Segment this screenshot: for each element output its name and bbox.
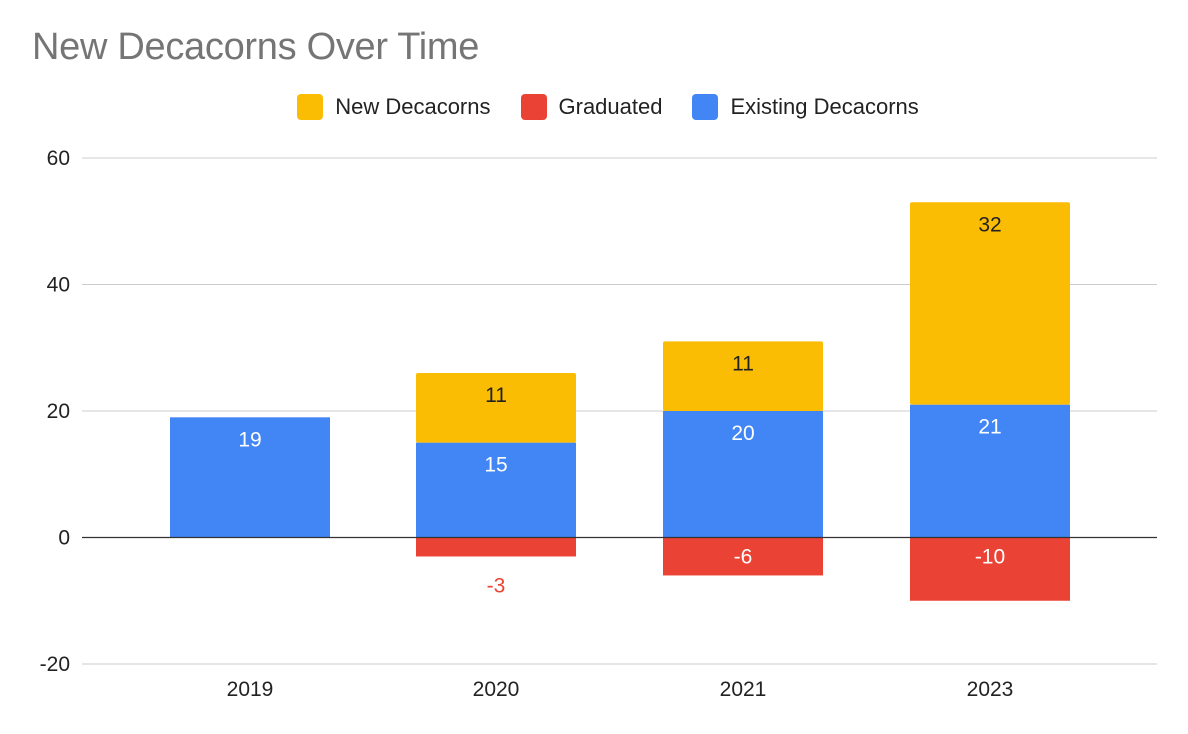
- y-tick-label: 40: [47, 274, 70, 297]
- legend-swatch-existing-decacorns: [692, 94, 719, 120]
- bar-graduated[interactable]: [416, 537, 576, 557]
- x-tick-label: 2021: [720, 678, 767, 701]
- data-label-new-decacorns: 11: [485, 384, 507, 407]
- legend-item-existing-decacorns[interactable]: Existing Decacorns: [692, 94, 919, 120]
- data-label-graduated: -3: [487, 574, 506, 597]
- data-label-new-decacorns: 32: [978, 213, 1001, 236]
- legend-label-existing-decacorns: Existing Decacorns: [730, 94, 919, 119]
- data-label-existing-decacorns: 19: [238, 428, 261, 451]
- data-label-graduated: -6: [734, 546, 753, 569]
- data-label-existing-decacorns: 20: [731, 422, 754, 445]
- legend-swatch-graduated: [520, 94, 547, 120]
- legend-label-new-decacorns: New Decacorns: [335, 94, 491, 119]
- bar-new-decacorns[interactable]: [910, 202, 1070, 405]
- bar-new-decacorns[interactable]: [663, 341, 823, 411]
- data-label-new-decacorns: 11: [732, 352, 754, 375]
- data-label-existing-decacorns: 21: [978, 416, 1001, 439]
- y-tick-label: 60: [47, 147, 70, 170]
- bar-existing-decacorns[interactable]: [910, 404, 1070, 538]
- data-label-graduated: -10: [975, 546, 1005, 569]
- legend-label-graduated: Graduated: [558, 94, 663, 119]
- legend-item-graduated[interactable]: Graduated: [520, 94, 663, 120]
- y-tick-label: 20: [47, 400, 70, 423]
- bar-existing-decacorns[interactable]: [170, 417, 330, 538]
- chart-title: New Decacorns Over Time: [32, 26, 480, 68]
- bar-graduated[interactable]: [663, 537, 823, 576]
- x-tick-label: 2020: [473, 678, 520, 701]
- x-tick-label: 2019: [227, 678, 274, 701]
- legend: New Decacorns Graduated Existing Decacor…: [0, 94, 1188, 120]
- legend-swatch-new-decacorns: [297, 94, 324, 120]
- bar-existing-decacorns[interactable]: [663, 411, 823, 538]
- y-tick-label: -20: [40, 653, 70, 676]
- y-tick-label: 0: [58, 527, 70, 550]
- data-label-existing-decacorns: 15: [484, 454, 507, 477]
- legend-item-new-decacorns[interactable]: New Decacorns: [297, 94, 491, 120]
- bar-existing-decacorns[interactable]: [416, 442, 576, 538]
- bar-graduated[interactable]: [910, 537, 1070, 601]
- bar-new-decacorns[interactable]: [416, 373, 576, 443]
- x-tick-label: 2023: [967, 678, 1014, 701]
